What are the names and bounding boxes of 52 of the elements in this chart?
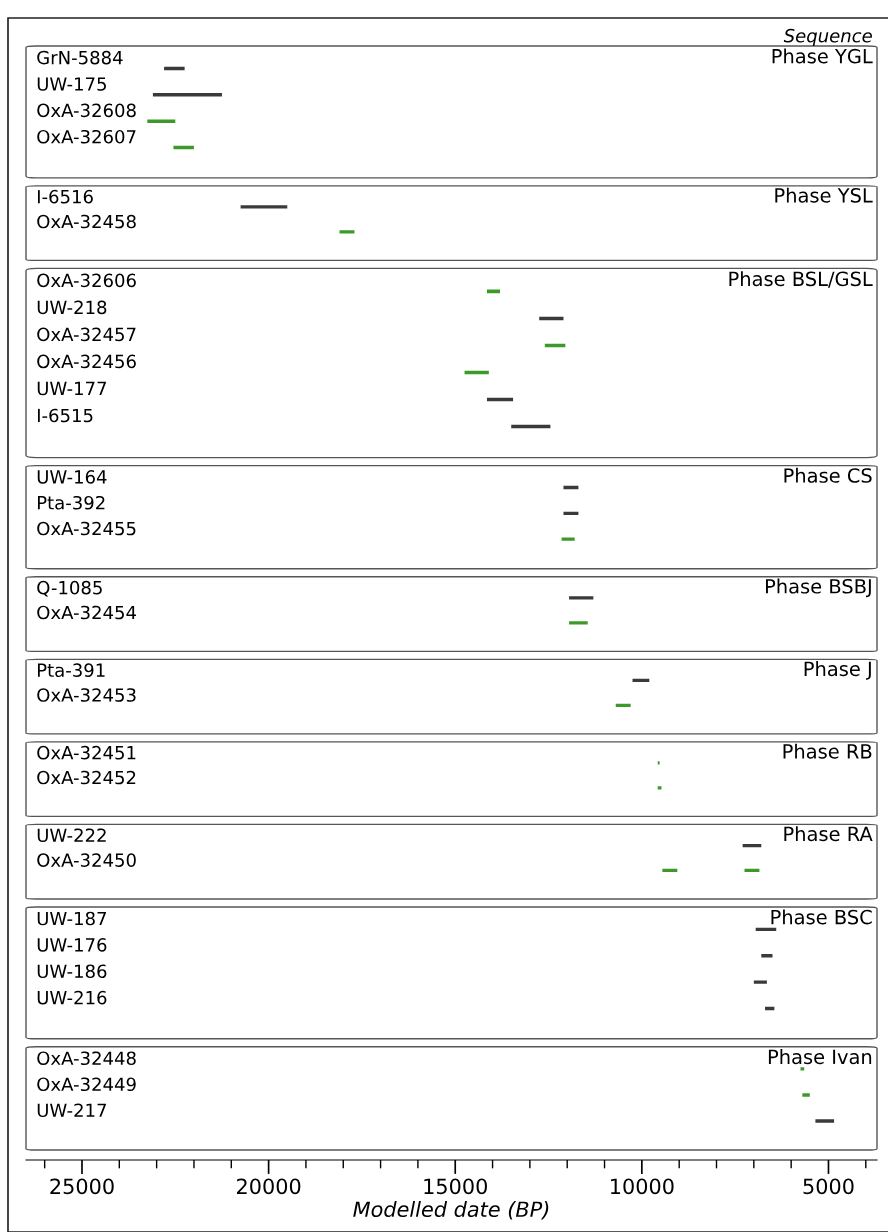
category-label: Q-1085 bbox=[37, 580, 102, 597]
x-tick-label: 10000 bbox=[611, 1178, 674, 1195]
category-label: GrN-5884 bbox=[37, 50, 123, 65]
x-tick-label: 15000 bbox=[424, 1178, 487, 1195]
category-label: UW-176 bbox=[37, 938, 107, 952]
bar bbox=[753, 980, 767, 984]
category-label: OxA-32458 bbox=[37, 214, 136, 229]
chart-title: Phase RB bbox=[783, 743, 872, 759]
category-label: I-6515 bbox=[37, 408, 93, 423]
category-label: UW-177 bbox=[37, 381, 106, 396]
category-label: OxA-32449 bbox=[37, 1077, 136, 1092]
text: Sequence bbox=[783, 28, 872, 46]
category-label: OxA-32454 bbox=[37, 605, 136, 620]
chart-title: Phase RA bbox=[784, 826, 873, 842]
bar bbox=[164, 66, 185, 71]
chart-title: Phase Ivan bbox=[768, 1049, 872, 1065]
x-tick-label: 20000 bbox=[237, 1178, 301, 1195]
x-tick-label: 5000 bbox=[803, 1178, 854, 1195]
x-axis-title: Modelled date (BP) bbox=[353, 1201, 549, 1220]
category-label: UW-218 bbox=[37, 300, 107, 315]
chart-title: Phase YSL bbox=[775, 187, 873, 203]
category-label: UW-187 bbox=[37, 911, 106, 926]
category-label: OxA-32452 bbox=[37, 770, 136, 785]
chart-title: Phase CS bbox=[784, 467, 872, 483]
category-label: OxA-32456 bbox=[37, 354, 136, 369]
chart-title: Phase BSBJ bbox=[766, 578, 871, 598]
category-label: Pta-392 bbox=[37, 495, 105, 510]
category-label: OxA-32608 bbox=[37, 103, 136, 118]
category-label: UW-222 bbox=[37, 828, 106, 843]
bar bbox=[147, 119, 176, 123]
category-label: UW-217 bbox=[37, 1103, 106, 1118]
category-label: OxA-32450 bbox=[37, 853, 136, 867]
category-label: I-6516 bbox=[37, 189, 93, 204]
bar bbox=[152, 93, 222, 97]
category-label: UW-186 bbox=[37, 964, 107, 979]
category-label: OxA-32453 bbox=[37, 688, 136, 702]
chart-title: Phase BSC bbox=[771, 909, 872, 925]
category-label: UW-216 bbox=[37, 990, 107, 1005]
bar bbox=[173, 145, 194, 150]
category-label: OxA-32448 bbox=[37, 1051, 136, 1066]
category-label: OxA-32606 bbox=[37, 273, 136, 288]
category-label: UW-175 bbox=[37, 77, 106, 91]
category-label: OxA-32451 bbox=[37, 745, 136, 760]
chart-title: Phase BSL/GSL bbox=[729, 271, 873, 288]
chart-title: Phase J bbox=[804, 661, 871, 680]
category-label: OxA-32455 bbox=[37, 521, 136, 536]
category-label: UW-164 bbox=[37, 470, 107, 484]
chart-title: Phase YGL bbox=[772, 48, 873, 64]
category-label: Pta-391 bbox=[37, 663, 105, 677]
x-tick-label: 25000 bbox=[50, 1178, 114, 1195]
category-label: OxA-32607 bbox=[37, 129, 136, 144]
category-label: OxA-32457 bbox=[37, 327, 136, 342]
